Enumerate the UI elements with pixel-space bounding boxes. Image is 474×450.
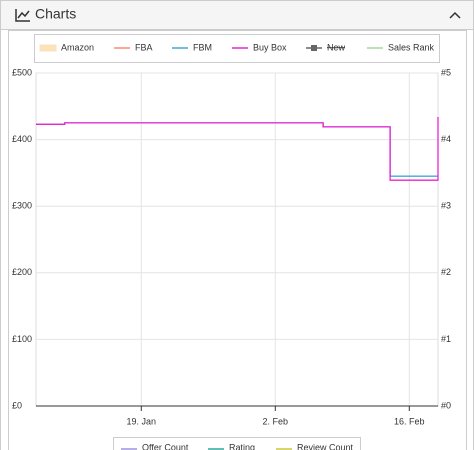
x-tick-label: 19. Jan	[127, 416, 157, 426]
legend-label[interactable]: FBA	[135, 42, 153, 52]
chart-icon	[17, 10, 30, 19]
legend-label[interactable]: Amazon	[61, 42, 94, 52]
plot-area	[35, 72, 439, 407]
y2-tick-label: #0	[441, 400, 451, 410]
y-tick-label: £300	[12, 201, 32, 211]
legend-label[interactable]: New	[327, 42, 346, 52]
y-tick-label: £0	[12, 400, 22, 410]
y2-tick-label: #5	[441, 67, 451, 77]
x-tick-label: 16. Feb	[394, 416, 425, 426]
legend-label[interactable]: Buy Box	[253, 42, 287, 52]
y-tick-label: £500	[12, 67, 32, 77]
panel-title: Charts	[35, 6, 76, 22]
legend-box	[113, 437, 361, 450]
legend-label[interactable]: Review Count	[297, 442, 354, 450]
legend-marker	[311, 45, 317, 51]
y2-tick-label: #3	[441, 201, 451, 211]
x-tick-label: 2. Feb	[263, 416, 289, 426]
y2-tick-label: #1	[441, 334, 451, 344]
legend-label[interactable]: Rating	[229, 442, 255, 450]
legend-label[interactable]: FBM	[193, 42, 212, 52]
y-tick-label: £200	[12, 267, 32, 277]
legend-label[interactable]: Sales Rank	[388, 42, 435, 52]
y-tick-label: £400	[12, 134, 32, 144]
chart-icon	[15, 9, 30, 22]
y2-tick-label: #4	[441, 134, 451, 144]
series-line	[36, 117, 439, 181]
collapse-toggle[interactable]	[449, 11, 461, 19]
y-tick-label: £100	[12, 334, 32, 344]
legend-label[interactable]: Offer Count	[142, 442, 189, 450]
panel-header[interactable]	[0, 0, 474, 30]
legend-swatch	[39, 44, 57, 52]
y2-tick-label: #2	[441, 267, 451, 277]
